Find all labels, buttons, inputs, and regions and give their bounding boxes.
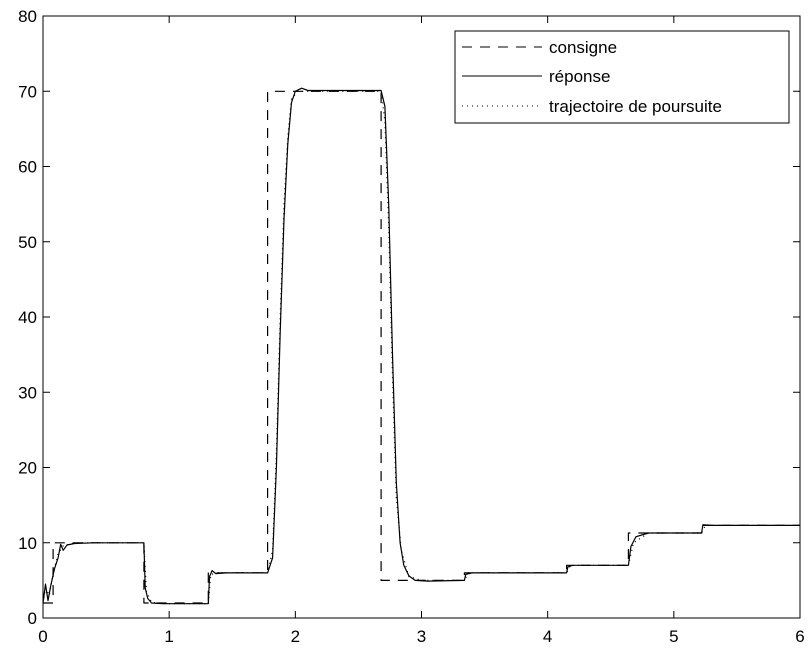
x-tick-label: 1 <box>164 627 173 646</box>
series-line-r-ponse <box>42 87 800 605</box>
y-tick-label: 10 <box>18 534 37 553</box>
y-tick-label: 30 <box>18 383 37 402</box>
x-tick-label: 0 <box>38 627 47 646</box>
legend-label-consigne: consigne <box>549 38 617 57</box>
x-tick-label: 6 <box>795 627 804 646</box>
y-tick-label: 50 <box>18 233 37 252</box>
y-tick-label: 70 <box>18 82 37 101</box>
legend-box <box>454 30 790 124</box>
x-tick-label: 4 <box>543 627 552 646</box>
y-tick-label: 60 <box>18 158 37 177</box>
y-tick-label: 0 <box>28 609 37 628</box>
legend-label-reponse: réponse <box>549 67 610 86</box>
legend-label-trajectoire: trajectoire de poursuite <box>549 97 722 116</box>
x-tick-label: 2 <box>291 627 300 646</box>
series-layer <box>42 87 800 605</box>
x-tick-label: 3 <box>417 627 426 646</box>
y-tick-label: 20 <box>18 459 37 478</box>
y-tick-label: 80 <box>18 7 37 26</box>
legend: consigne réponse trajectoire de poursuit… <box>454 30 790 124</box>
y-tick-label: 40 <box>18 308 37 327</box>
x-tick-label: 5 <box>669 627 678 646</box>
